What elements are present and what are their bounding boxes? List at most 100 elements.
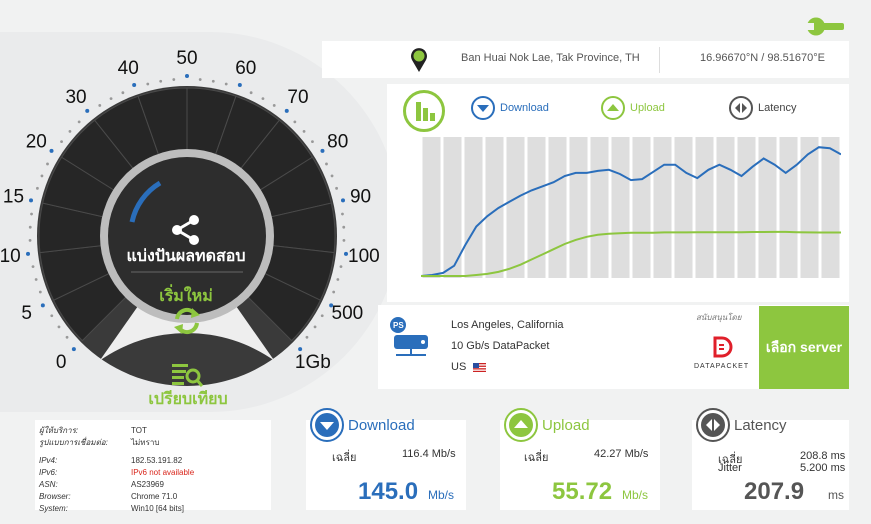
info-value: ไม่ทราบ <box>131 438 160 447</box>
upload-card: Upload เฉลี่ย 42.27 Mb/s 55.72 Mb/s <box>500 408 660 510</box>
latency-title: Latency <box>734 416 787 434</box>
gauge-tick <box>28 239 32 242</box>
gauge-tick <box>46 162 49 166</box>
info-value: TOT <box>131 426 147 435</box>
gauge-tick-label: 60 <box>235 58 256 79</box>
gauge-tick <box>341 212 344 216</box>
location-name: Ban Huai Nok Lae, Tak Province, TH <box>461 52 640 64</box>
gauge-tick <box>185 74 189 78</box>
legend-upload[interactable]: Upload <box>601 96 665 120</box>
compare-button[interactable]: เปรียบเทียบ <box>148 391 228 408</box>
latency-card: Latency เฉลี่ย 208.8 ms Jitter 5.200 ms … <box>692 408 849 510</box>
gauge-tick <box>132 82 137 87</box>
chart-lines <box>421 146 841 277</box>
legend-latency[interactable]: Latency <box>729 96 797 120</box>
gauge-tick-label: 10 <box>0 246 21 267</box>
gauge-tick <box>211 79 215 83</box>
chart-bars <box>422 137 840 278</box>
gauge-tick-label: 5 <box>21 303 32 324</box>
speed-line-chart <box>421 137 841 278</box>
chart-bar <box>611 137 630 278</box>
upload-title: Upload <box>542 416 590 434</box>
info-row: ASN: AS23969 <box>39 479 271 491</box>
gauge-tick <box>198 78 202 81</box>
info-row: IPv4: 182.53.191.82 <box>39 455 271 467</box>
gauge-tick <box>30 212 33 216</box>
chart-bar <box>758 137 777 278</box>
chart-bar <box>506 137 525 278</box>
gauge-tick <box>31 265 35 269</box>
legend-upload-label: Upload <box>630 102 665 114</box>
gauge-tick <box>50 314 54 318</box>
speed-chart-panel: Download Upload Latency <box>387 84 849 302</box>
latency-icon <box>729 96 753 120</box>
download-card: Download เฉลี่ย 116.4 Mb/s 145.0 Mb/s <box>306 408 466 510</box>
gauge-progress-arc <box>129 180 162 223</box>
gauge-tick <box>339 265 343 269</box>
chart-bar <box>422 137 441 278</box>
chart-bar <box>737 137 756 278</box>
latency-jitter-value: 5.200 ms <box>800 462 846 474</box>
share-icon[interactable] <box>168 212 204 248</box>
server-panel: PS Los Angeles, California 10 Gb/s DataP… <box>378 305 849 389</box>
gauge-tick <box>284 108 289 113</box>
gauge-tick <box>261 97 265 100</box>
upload-icon <box>601 96 625 120</box>
download-icon <box>471 96 495 120</box>
server-isp: 10 Gb/s DataPacket <box>451 340 550 352</box>
upload-badge-icon <box>504 408 538 442</box>
gauge-tick-label: 100 <box>348 246 380 267</box>
info-value: IPv6 not available <box>131 468 195 477</box>
datapacket-logo-icon <box>713 336 733 358</box>
download-avg-label: เฉลี่ย <box>332 452 357 464</box>
upload-unit: Mb/s <box>622 488 649 502</box>
gauge-tick-label: 80 <box>327 131 348 152</box>
latency-badge-icon <box>696 408 730 442</box>
gauge-tick <box>224 82 228 86</box>
gauge-tick <box>293 120 297 124</box>
download-title: Download <box>348 416 415 434</box>
gauge-tick <box>329 303 334 308</box>
legend-download[interactable]: Download <box>471 96 549 120</box>
gauge-tick-labels: 0 5 10 15 20 30 40 50 60 70 80 90 100 500 1Gb <box>0 48 380 373</box>
gauge-tick <box>40 303 45 308</box>
download-badge-icon <box>310 408 344 442</box>
gauge-tick <box>65 335 69 339</box>
info-value: 182.53.191.82 <box>131 456 183 465</box>
gauge-tick <box>34 278 38 281</box>
info-row: IPv6: IPv6 not available <box>39 467 271 479</box>
info-value: AS23969 <box>131 480 164 489</box>
settings-wrench-icon[interactable] <box>806 14 846 40</box>
gauge-tick-label: 1Gb <box>295 352 331 373</box>
gauge-tick-label: 15 <box>3 186 24 207</box>
sponsor-label: สนับสนุนโดย <box>696 313 742 322</box>
gauge-tick <box>325 162 328 166</box>
gauge-tick <box>249 91 253 95</box>
restart-button[interactable]: เริ่มใหม่ <box>159 288 213 305</box>
info-value: Chrome 71.0 <box>131 492 178 501</box>
gauge-tick <box>330 174 334 178</box>
select-server-button[interactable]: เลือก server <box>759 306 849 389</box>
gauge-tick <box>98 104 102 107</box>
info-row: รูปแบบการเชื่อมต่อ: ไม่ทราบ <box>39 437 271 449</box>
gauge-tick <box>172 78 176 81</box>
gauge-tick-label: 20 <box>26 131 47 152</box>
refresh-icon[interactable] <box>170 304 204 338</box>
gauge-tick <box>313 325 317 329</box>
gauge-tick <box>38 290 42 294</box>
download-unit: Mb/s <box>428 488 455 502</box>
gauge-tick <box>332 290 336 294</box>
gauge-tick <box>28 225 32 229</box>
compare-icon[interactable] <box>170 362 204 388</box>
upload-avg-label: เฉลี่ย <box>524 452 549 464</box>
chart-bar <box>527 137 546 278</box>
chart-bar <box>590 137 609 278</box>
sponsor-name: DATAPACKET <box>694 363 750 370</box>
download-value: 145.0 <box>358 478 419 505</box>
chart-bar <box>443 137 462 278</box>
share-results-button[interactable]: แบ่งปันผลทดสอบ <box>126 248 246 265</box>
gauge-tick <box>36 186 39 190</box>
connection-info: ผู้ให้บริการ: TOT รูปแบบการเชื่อมต่อ: ไม… <box>35 420 271 513</box>
bar-chart-icon[interactable] <box>403 90 445 132</box>
gauge-tick <box>57 325 61 329</box>
